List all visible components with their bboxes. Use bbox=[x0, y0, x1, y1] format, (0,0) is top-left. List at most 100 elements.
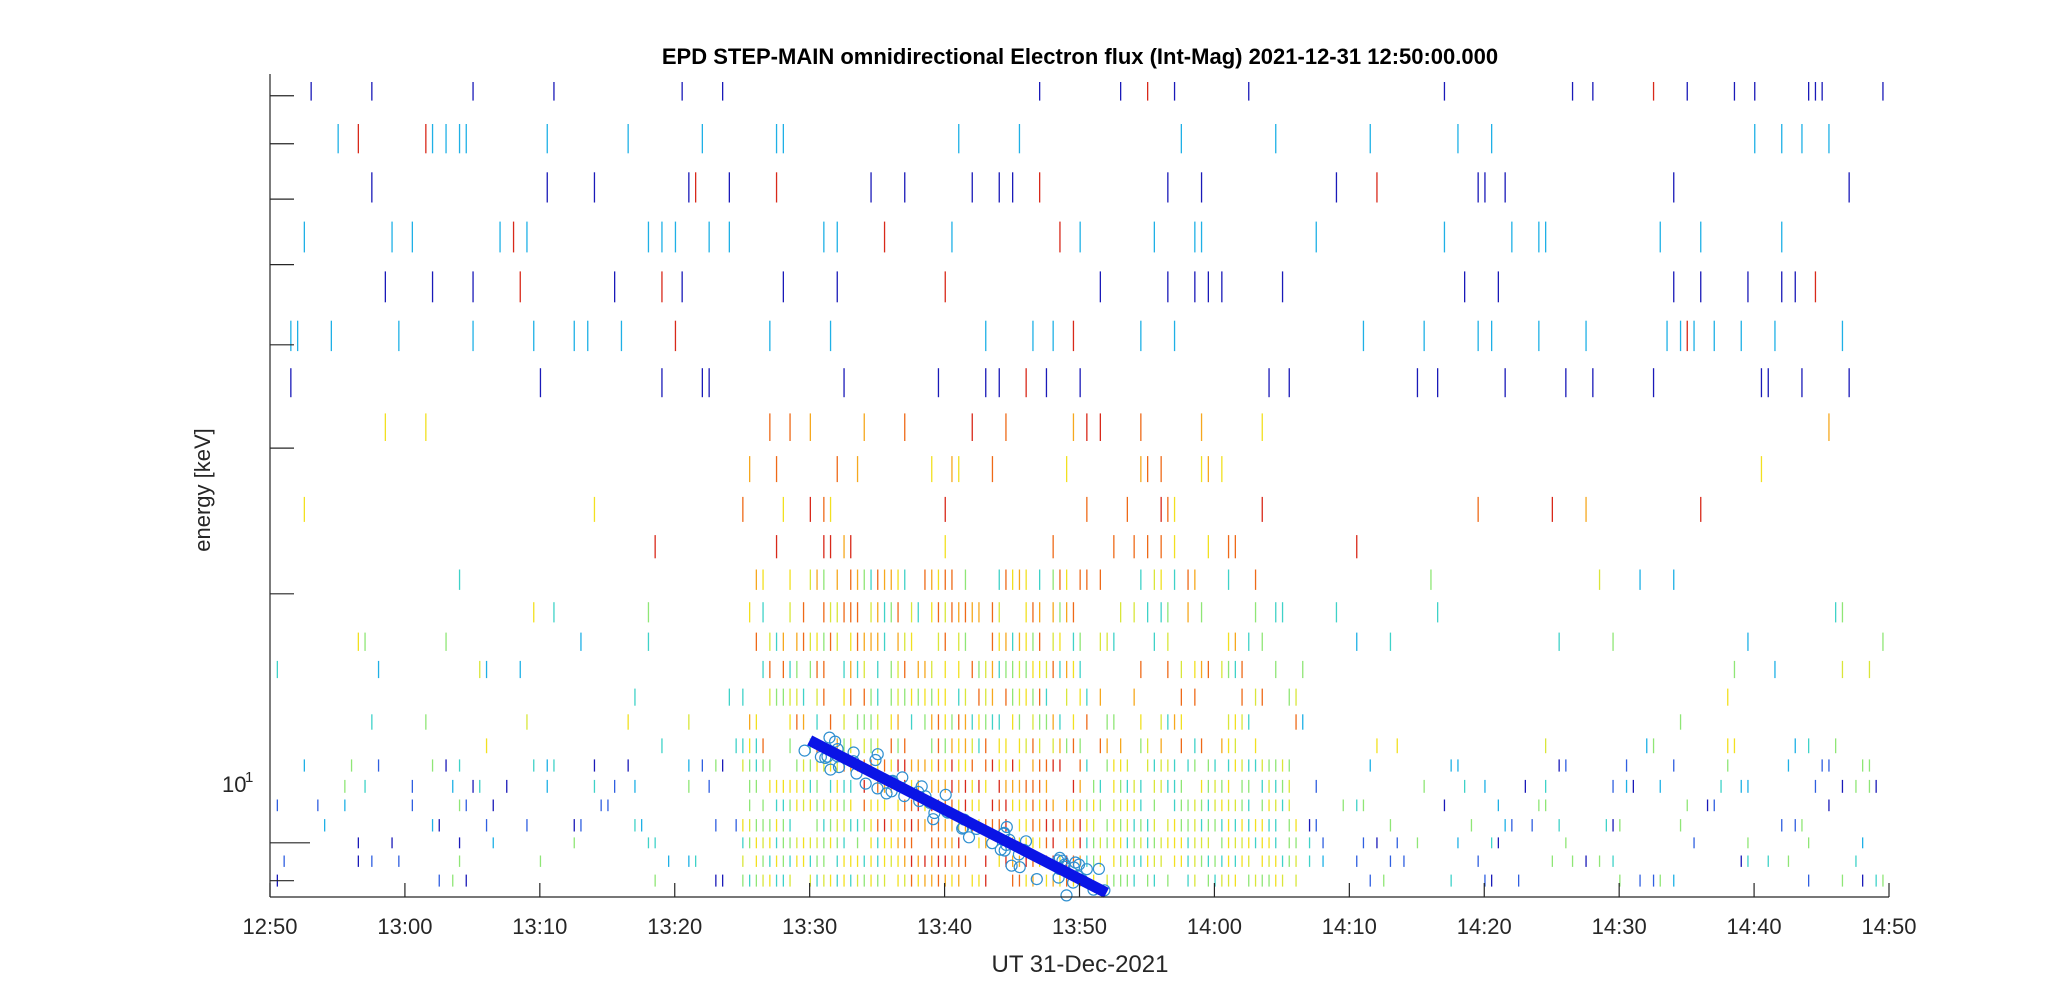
flux-cell bbox=[654, 837, 656, 849]
flux-cell bbox=[850, 602, 852, 623]
flux-cell bbox=[1693, 837, 1695, 849]
flux-cell bbox=[1261, 779, 1263, 793]
flux-cell bbox=[580, 632, 582, 651]
flux-cell bbox=[1072, 660, 1075, 679]
flux-cell bbox=[1747, 632, 1749, 651]
flux-cell bbox=[816, 688, 818, 706]
flux-cell bbox=[836, 779, 838, 793]
flux-cell bbox=[627, 714, 629, 730]
flux-cell bbox=[364, 632, 366, 651]
flux-cell bbox=[1039, 819, 1041, 832]
x-tick-label: 13:00 bbox=[377, 914, 432, 939]
flux-cell bbox=[1875, 779, 1877, 793]
flux-cell bbox=[775, 837, 778, 849]
flux-cell bbox=[829, 819, 832, 832]
flux-cell bbox=[964, 632, 967, 651]
flux-cell bbox=[863, 874, 865, 887]
flux-cell bbox=[917, 759, 919, 772]
flux-cell bbox=[1173, 819, 1176, 832]
flux-cell bbox=[769, 688, 771, 706]
flux-cell bbox=[924, 819, 926, 832]
flux-cell bbox=[802, 632, 805, 651]
flux-cell bbox=[937, 368, 940, 398]
flux-cell bbox=[870, 799, 872, 812]
flux-cell bbox=[1679, 714, 1682, 730]
flux-cell bbox=[802, 855, 805, 867]
flux-cell bbox=[1254, 819, 1257, 832]
flux-cell bbox=[1032, 714, 1034, 730]
flux-cell bbox=[1227, 759, 1230, 772]
flux-cell bbox=[1221, 799, 1223, 812]
flux-cell bbox=[823, 874, 825, 887]
flux-cell bbox=[1052, 759, 1054, 772]
flux-cell bbox=[802, 759, 805, 772]
flux-cell bbox=[1248, 874, 1250, 887]
flux-cell bbox=[863, 688, 865, 706]
flux-cell bbox=[1045, 688, 1048, 706]
flux-cell bbox=[802, 602, 805, 623]
flux-cell bbox=[1072, 837, 1075, 849]
flux-cell bbox=[1221, 456, 1223, 483]
flux-cell bbox=[944, 874, 946, 887]
flux-cell bbox=[1113, 759, 1115, 772]
flux-cell bbox=[951, 456, 953, 483]
flux-cell bbox=[742, 837, 744, 849]
flux-cell bbox=[688, 779, 690, 793]
flux-cell bbox=[1052, 874, 1054, 887]
flux-cell bbox=[1545, 738, 1547, 754]
flux-cell bbox=[1241, 855, 1243, 867]
flux-cell bbox=[1153, 569, 1155, 590]
flux-cell bbox=[850, 738, 852, 754]
flux-cell bbox=[1106, 714, 1108, 730]
flux-cell bbox=[958, 779, 960, 793]
flux-cell bbox=[1706, 799, 1709, 812]
flux-cell bbox=[627, 124, 629, 154]
flux-cell bbox=[357, 632, 359, 651]
flux-cell bbox=[755, 819, 757, 832]
flux-cell bbox=[998, 738, 1000, 754]
flux-cell bbox=[1686, 82, 1688, 101]
flux-cell bbox=[1120, 837, 1122, 849]
flux-cell bbox=[789, 714, 791, 730]
flux-cell bbox=[1079, 660, 1081, 679]
flux-cell bbox=[1200, 660, 1203, 679]
flux-cell bbox=[391, 221, 393, 253]
flux-cell bbox=[1113, 819, 1115, 832]
flux-cell bbox=[958, 799, 960, 812]
flux-cell bbox=[856, 714, 859, 730]
flux-cell bbox=[479, 779, 481, 793]
flux-cell bbox=[1153, 874, 1155, 887]
flux-cell bbox=[1126, 799, 1128, 812]
flux-cell bbox=[593, 779, 596, 793]
flux-cell bbox=[843, 368, 845, 398]
flux-cell bbox=[991, 759, 994, 772]
flux-cell bbox=[1248, 82, 1250, 101]
flux-cell bbox=[958, 837, 960, 849]
flux-cell bbox=[991, 602, 994, 623]
flux-cell bbox=[1120, 874, 1122, 887]
flux-cell bbox=[1120, 855, 1122, 867]
flux-cell bbox=[1120, 602, 1122, 623]
flux-cell bbox=[1221, 855, 1223, 867]
flux-cell bbox=[769, 855, 771, 867]
flux-cell bbox=[1464, 271, 1466, 303]
flux-cell bbox=[843, 837, 845, 849]
flux-cell bbox=[1133, 874, 1135, 887]
flux-cell bbox=[1423, 320, 1425, 352]
flux-cell bbox=[1511, 221, 1513, 253]
flux-cell bbox=[1814, 271, 1817, 303]
flux-cell bbox=[674, 320, 677, 352]
flux-cell bbox=[1180, 779, 1182, 793]
flux-cell bbox=[823, 759, 825, 772]
flux-cell bbox=[910, 837, 913, 849]
flux-cell bbox=[1012, 799, 1014, 812]
flux-cell bbox=[836, 456, 838, 483]
flux-cell bbox=[1450, 759, 1452, 772]
flux-cell bbox=[782, 779, 784, 793]
flux-cell bbox=[1457, 837, 1459, 849]
flux-cell bbox=[1126, 874, 1128, 887]
flux-cell bbox=[1457, 124, 1459, 154]
flux-cell bbox=[924, 688, 926, 706]
flux-cell bbox=[1835, 738, 1837, 754]
flux-cell bbox=[1194, 569, 1196, 590]
